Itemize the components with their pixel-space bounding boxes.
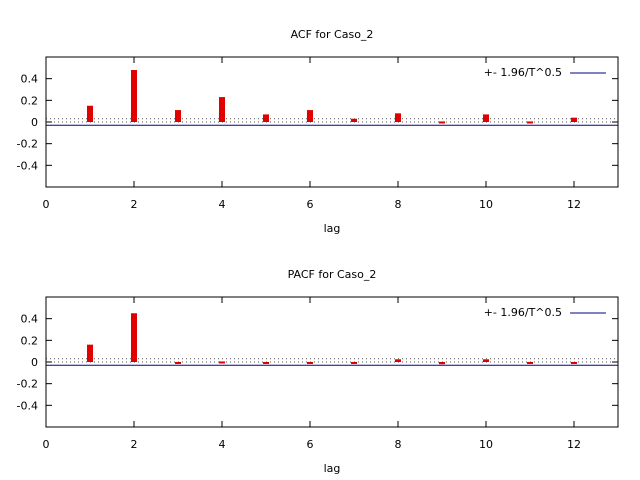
- acf-bar: [175, 110, 181, 122]
- acf-x-tick-label: 8: [395, 198, 402, 211]
- acf-y-ticks: 0.4 0.2 0 -0.2 -0.4: [17, 73, 618, 172]
- acf-bar: [439, 121, 445, 124]
- pacf-y-ticks: 0.4 0.2 0 -0.2 -0.4: [17, 313, 618, 412]
- pacf-x-tick-label: 8: [395, 438, 402, 451]
- acf-x-tick-label: 0: [43, 198, 50, 211]
- pacf-x-ticks: 0 2 4 6 8 10 12: [43, 297, 581, 451]
- pacf-x-tick-label: 12: [567, 438, 581, 451]
- acf-x-tick-label: 10: [479, 198, 493, 211]
- acf-panel: ACF for Caso_2 0.4 0.2 0 -0.2 -0.4 0 2 4 6 8 10 12…: [17, 28, 619, 235]
- pacf-panel: PACF for Caso_2 0.4 0.2 0 -0.2 -0.4 0 2 4 6 8 10 1…: [17, 268, 619, 475]
- acf-bar: [307, 110, 313, 122]
- pacf-bars: [46, 313, 618, 366]
- pacf-bar: [351, 362, 357, 364]
- acf-y-tick-label: -0.2: [17, 138, 38, 151]
- acf-bars: [46, 70, 618, 126]
- acf-x-tick-label: 6: [307, 198, 314, 211]
- pacf-y-tick-label: -0.4: [17, 399, 38, 412]
- pacf-y-tick-label: 0.4: [21, 313, 39, 326]
- pacf-y-tick-label: -0.2: [17, 378, 38, 391]
- pacf-y-tick-label: 0.2: [21, 334, 39, 347]
- pacf-bar: [263, 362, 269, 364]
- acf-bar: [351, 118, 357, 122]
- acf-plot-frame: [45, 56, 619, 188]
- acf-y-tick-label: 0.4: [21, 73, 39, 86]
- pacf-bar: [87, 344, 93, 362]
- pacf-bar: [483, 359, 489, 362]
- acf-x-tick-label: 4: [219, 198, 226, 211]
- acf-y-tick-label: 0.2: [21, 94, 39, 107]
- acf-title: ACF for Caso_2: [291, 28, 374, 41]
- pacf-bar: [219, 361, 225, 364]
- acf-y-tick-label: 0: [31, 116, 38, 129]
- acf-legend-label: +- 1.96/T^0.5: [484, 66, 562, 79]
- acf-bar: [263, 114, 269, 122]
- acf-bar: [219, 97, 225, 122]
- pacf-plot-frame: [45, 296, 619, 428]
- acf-bar: [131, 70, 137, 122]
- pacf-legend-label: +- 1.96/T^0.5: [484, 306, 562, 319]
- pacf-x-tick-label: 2: [131, 438, 138, 451]
- pacf-x-tick-label: 4: [219, 438, 226, 451]
- acf-x-tick-label: 12: [567, 198, 581, 211]
- pacf-bar: [439, 362, 445, 365]
- pacf-bar: [175, 362, 181, 364]
- acf-bar: [571, 117, 577, 122]
- pacf-x-tick-label: 6: [307, 438, 314, 451]
- pacf-title: PACF for Caso_2: [288, 268, 377, 281]
- acf-x-ticks: 0 2 4 6 8 10 12: [43, 57, 581, 211]
- pacf-x-label: lag: [324, 462, 341, 475]
- acf-x-tick-label: 2: [131, 198, 138, 211]
- pacf-bar: [571, 362, 577, 364]
- acf-bar: [483, 114, 489, 122]
- acf-y-tick-label: -0.4: [17, 159, 38, 172]
- acf-bar: [395, 113, 401, 122]
- acf-bar: [527, 121, 533, 124]
- pacf-bar: [395, 359, 401, 362]
- pacf-x-tick-label: 10: [479, 438, 493, 451]
- acf-x-label: lag: [324, 222, 341, 235]
- acf-bar: [87, 105, 93, 122]
- pacf-bar: [307, 362, 313, 364]
- pacf-x-tick-label: 0: [43, 438, 50, 451]
- pacf-bar: [131, 313, 137, 362]
- pacf-y-tick-label: 0: [31, 356, 38, 369]
- pacf-bar: [527, 362, 533, 364]
